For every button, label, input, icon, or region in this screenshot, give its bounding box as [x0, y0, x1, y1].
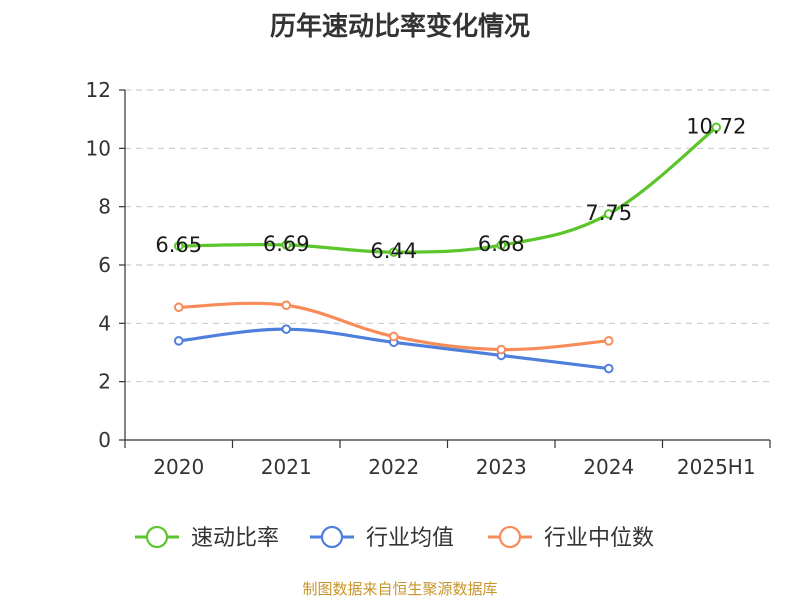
- data-label: 6.44: [370, 239, 417, 263]
- data-label: 6.69: [263, 232, 310, 256]
- x-tick-label: 2024: [583, 455, 634, 479]
- data-point: [388, 247, 399, 257]
- x-tick-label: 2023: [476, 455, 527, 479]
- y-tick-label: 0: [98, 428, 111, 452]
- data-point: [281, 324, 292, 334]
- data-label: 10.72: [686, 114, 746, 138]
- data-point: [603, 209, 614, 219]
- data-point: [711, 122, 722, 133]
- data-label: 7.75: [585, 201, 632, 225]
- data-point: [173, 336, 184, 346]
- legend-label: 速动比率: [191, 526, 279, 551]
- source-footer: 制图数据来自恒生聚源数据库: [302, 580, 498, 598]
- x-tick-label: 2022: [368, 455, 419, 479]
- y-tick-label: 12: [86, 78, 111, 102]
- y-tick-label: 10: [86, 136, 111, 160]
- data-point: [173, 302, 184, 313]
- y-tick-label: 4: [98, 311, 111, 335]
- legend-label: 行业中位数: [544, 526, 654, 551]
- y-tick-label: 6: [98, 253, 111, 277]
- data-point: [281, 300, 292, 311]
- data-point: [388, 331, 399, 342]
- data-label: 6.68: [478, 232, 525, 256]
- data-point: [496, 344, 507, 355]
- series-line-0: [178, 126, 718, 254]
- data-point: [281, 240, 292, 250]
- x-tick-label: 2020: [153, 455, 204, 479]
- data-point: [496, 240, 507, 250]
- data-point: [173, 241, 184, 251]
- data-point: [603, 336, 614, 346]
- legend-label: 行业均值: [366, 526, 454, 551]
- x-tick-label: 2025H1: [677, 455, 756, 479]
- legend-marker: [498, 525, 522, 549]
- legend-marker: [145, 525, 169, 549]
- data-label: 6.65: [155, 233, 202, 257]
- chart-title: 历年速动比率变化情况: [269, 12, 530, 42]
- y-tick-label: 2: [98, 370, 111, 394]
- legend-marker: [320, 525, 344, 549]
- data-point: [603, 363, 614, 374]
- x-tick-label: 2021: [261, 455, 312, 479]
- y-tick-label: 8: [98, 195, 111, 219]
